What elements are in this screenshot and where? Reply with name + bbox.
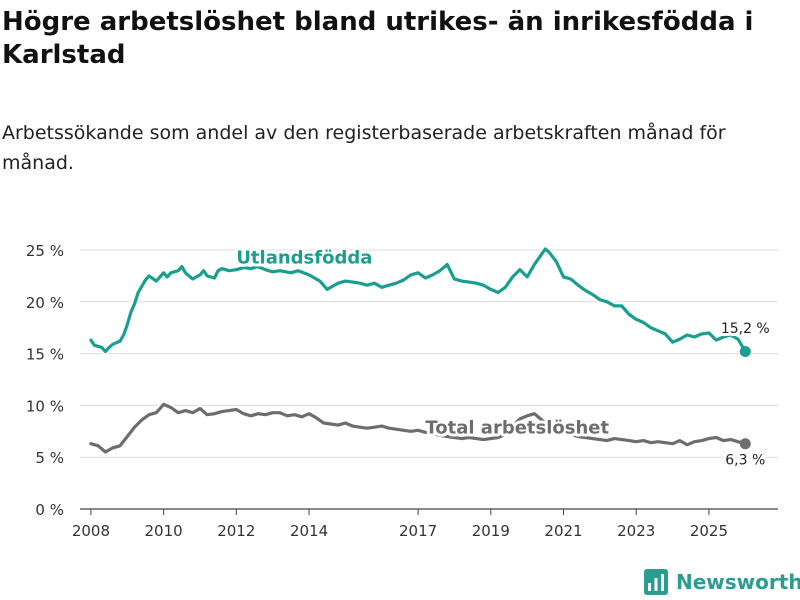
chart-title: Högre arbetslöshet bland utrikes- än inr…	[2, 7, 754, 70]
brand-name: Newsworthy	[676, 570, 800, 594]
x-tick-label: 2012	[217, 522, 255, 540]
axis-layer: 0 % 5 % 10 % 15 % 20 % 25 % 2008 2010 2012 2014 20…	[26, 242, 728, 540]
x-tick-label: 2021	[544, 522, 582, 540]
series-label-total: Total arbetslöshet	[425, 417, 609, 438]
series-label-total-halo: Total arbetslöshet	[425, 417, 609, 438]
y-tick-label: 20 %	[26, 294, 64, 312]
series-line-foreign	[89, 247, 747, 354]
chart-subtitle: Arbetssökande som andel av den registerb…	[2, 122, 726, 174]
series-end-dot-foreign	[739, 346, 751, 358]
y-tick-label: 0 %	[35, 501, 64, 519]
series-label-utlandsfodda-halo: Utlandsfödda	[236, 247, 372, 268]
series-line-total	[89, 402, 747, 454]
series-end-dot-total	[739, 438, 751, 450]
x-tick-label: 2019	[472, 522, 510, 540]
x-tick-label: 2014	[290, 522, 328, 540]
end-value-utlandsfodda: 15,2 %	[721, 321, 770, 337]
x-tick-label: 2025	[690, 522, 728, 540]
y-tick-label: 5 %	[35, 449, 64, 467]
series-label-utlandsfodda: Utlandsfödda	[236, 247, 372, 268]
y-tick-label: 25 %	[26, 242, 64, 260]
end-value-total-halo: 6,3 %	[725, 452, 765, 468]
series-halo-foreign	[87, 245, 749, 355]
grid-layer	[80, 249, 778, 510]
x-tick-label: 2008	[72, 522, 110, 540]
x-tick-label: 2017	[399, 522, 437, 540]
x-tick-label: 2023	[617, 522, 655, 540]
brand-logo[interactable]: Newsworthy	[644, 569, 800, 595]
end-value-total: 6,3 %	[725, 452, 765, 468]
x-tick-label: 2010	[145, 522, 183, 540]
line-layer	[87, 245, 751, 456]
y-tick-label: 15 %	[26, 346, 64, 364]
newsworthy-icon	[644, 569, 668, 595]
end-value-utlandsfodda-halo: 15,2 %	[721, 321, 770, 337]
y-tick-label: 10 %	[26, 397, 64, 415]
